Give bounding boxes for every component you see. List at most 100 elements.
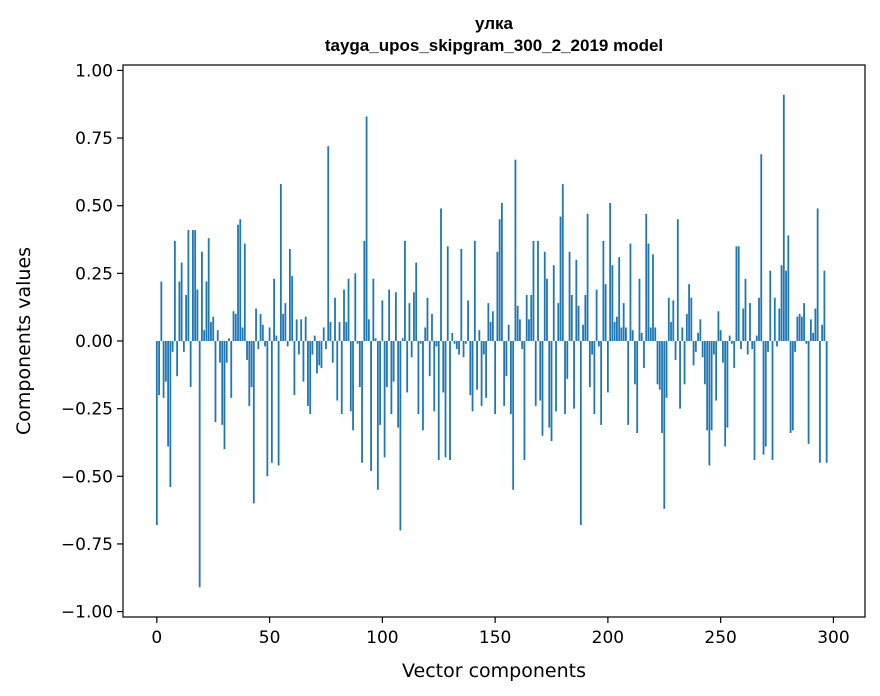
bar-component-12 [182,341,185,352]
bar-component-158 [512,341,515,490]
bar-component-254 [728,335,731,341]
bar-component-66 [304,316,307,341]
bar-component-176 [552,265,555,341]
bar-component-200 [606,341,609,393]
bar-component-29 [221,341,224,425]
bar-component-93 [365,116,368,341]
bar-component-33 [230,341,233,398]
bar-component-54 [277,341,280,466]
bar-component-17 [194,230,197,341]
bar-component-106 [394,292,397,341]
bar-component-125 [437,341,440,461]
bar-component-34 [232,311,235,341]
bar-component-185 [573,341,575,409]
bar-component-89 [356,341,359,344]
bar-component-296 [823,270,826,341]
bar-component-120 [426,297,429,341]
bar-component-297 [825,341,828,463]
bar-component-103 [388,289,391,341]
bar-component-163 [523,341,526,461]
bar-component-57 [284,303,287,341]
bar-component-46 [259,313,262,341]
bar-component-151 [496,251,499,341]
bar-component-112 [408,303,411,341]
bar-component-64 [300,319,303,341]
bar-component-160 [516,305,519,341]
bar-component-210 [629,243,632,341]
bar-component-255 [731,341,733,344]
bar-component-41 [248,341,251,406]
bar-component-283 [794,341,796,352]
bar-component-119 [424,327,427,341]
bar-component-203 [613,322,616,341]
y-tick-label: 0.25 [75,264,113,284]
bar-component-289 [807,341,810,444]
x-tick-label: 0 [151,628,162,648]
x-tick-label: 200 [592,628,624,648]
bar-component-74 [322,327,325,341]
bar-component-109 [401,338,404,341]
bar-component-30 [223,341,226,450]
bar-component-276 [778,308,781,341]
bar-component-168 [534,341,537,406]
bar-component-236 [688,284,690,341]
bar-component-15 [189,341,192,387]
bar-component-204 [616,316,618,341]
bar-component-244 [706,341,709,431]
bar-component-228 [670,322,672,341]
y-tick-label: 0.50 [75,197,113,217]
bar-component-84 [345,322,348,341]
y-tick-label: −0.75 [61,535,113,555]
bar-component-132 [453,341,456,344]
bar-component-161 [519,319,521,341]
bar-component-16 [192,230,194,341]
bar-component-251 [722,341,724,363]
bar-component-206 [620,327,623,341]
bar-component-42 [250,341,253,387]
plot-frame [122,64,866,618]
bar-component-19 [198,341,201,588]
bar-component-171 [541,341,544,436]
bar-component-154 [503,341,506,406]
bar-component-183 [568,251,571,341]
bar-component-95 [370,341,372,471]
bar-component-91 [361,341,363,463]
bar-component-4 [164,341,167,382]
bar-component-39 [243,243,246,341]
bar-component-128 [444,341,447,458]
bar-component-37 [239,219,242,341]
bar-component-62 [295,319,298,341]
bar-component-166 [530,295,533,341]
bar-component-24 [210,322,212,341]
y-tick-label: −1.00 [61,603,113,623]
bar-component-269 [762,341,765,455]
bar-component-259 [740,341,742,350]
bar-component-2 [160,281,163,341]
bar-component-222 [656,341,659,385]
y-tick-label: −0.25 [61,400,113,420]
bar-component-214 [638,278,641,341]
bar-component-275 [776,341,778,347]
bar-component-49 [266,341,269,477]
bar-component-5 [167,341,169,447]
bar-component-50 [268,327,271,341]
bar-component-177 [555,341,557,412]
bar-component-196 [597,341,600,347]
bar-component-247 [712,341,715,355]
bar-component-67 [307,341,309,406]
y-tick-label: −0.50 [61,467,113,487]
bar-component-63 [298,341,300,355]
bar-component-96 [372,278,375,341]
bar-component-7 [171,341,174,352]
bar-component-21 [203,330,206,341]
bar-component-198 [602,240,605,341]
bar-component-139 [469,341,472,396]
bar-component-79 [334,297,336,341]
bar-component-294 [818,341,821,463]
bar-component-101 [383,341,386,458]
chart-subtitle: tayga_upos_skipgram_300_2_2019 model [325,36,663,55]
bar-component-105 [392,341,395,382]
bar-component-150 [494,341,497,415]
bar-component-268 [760,154,763,341]
